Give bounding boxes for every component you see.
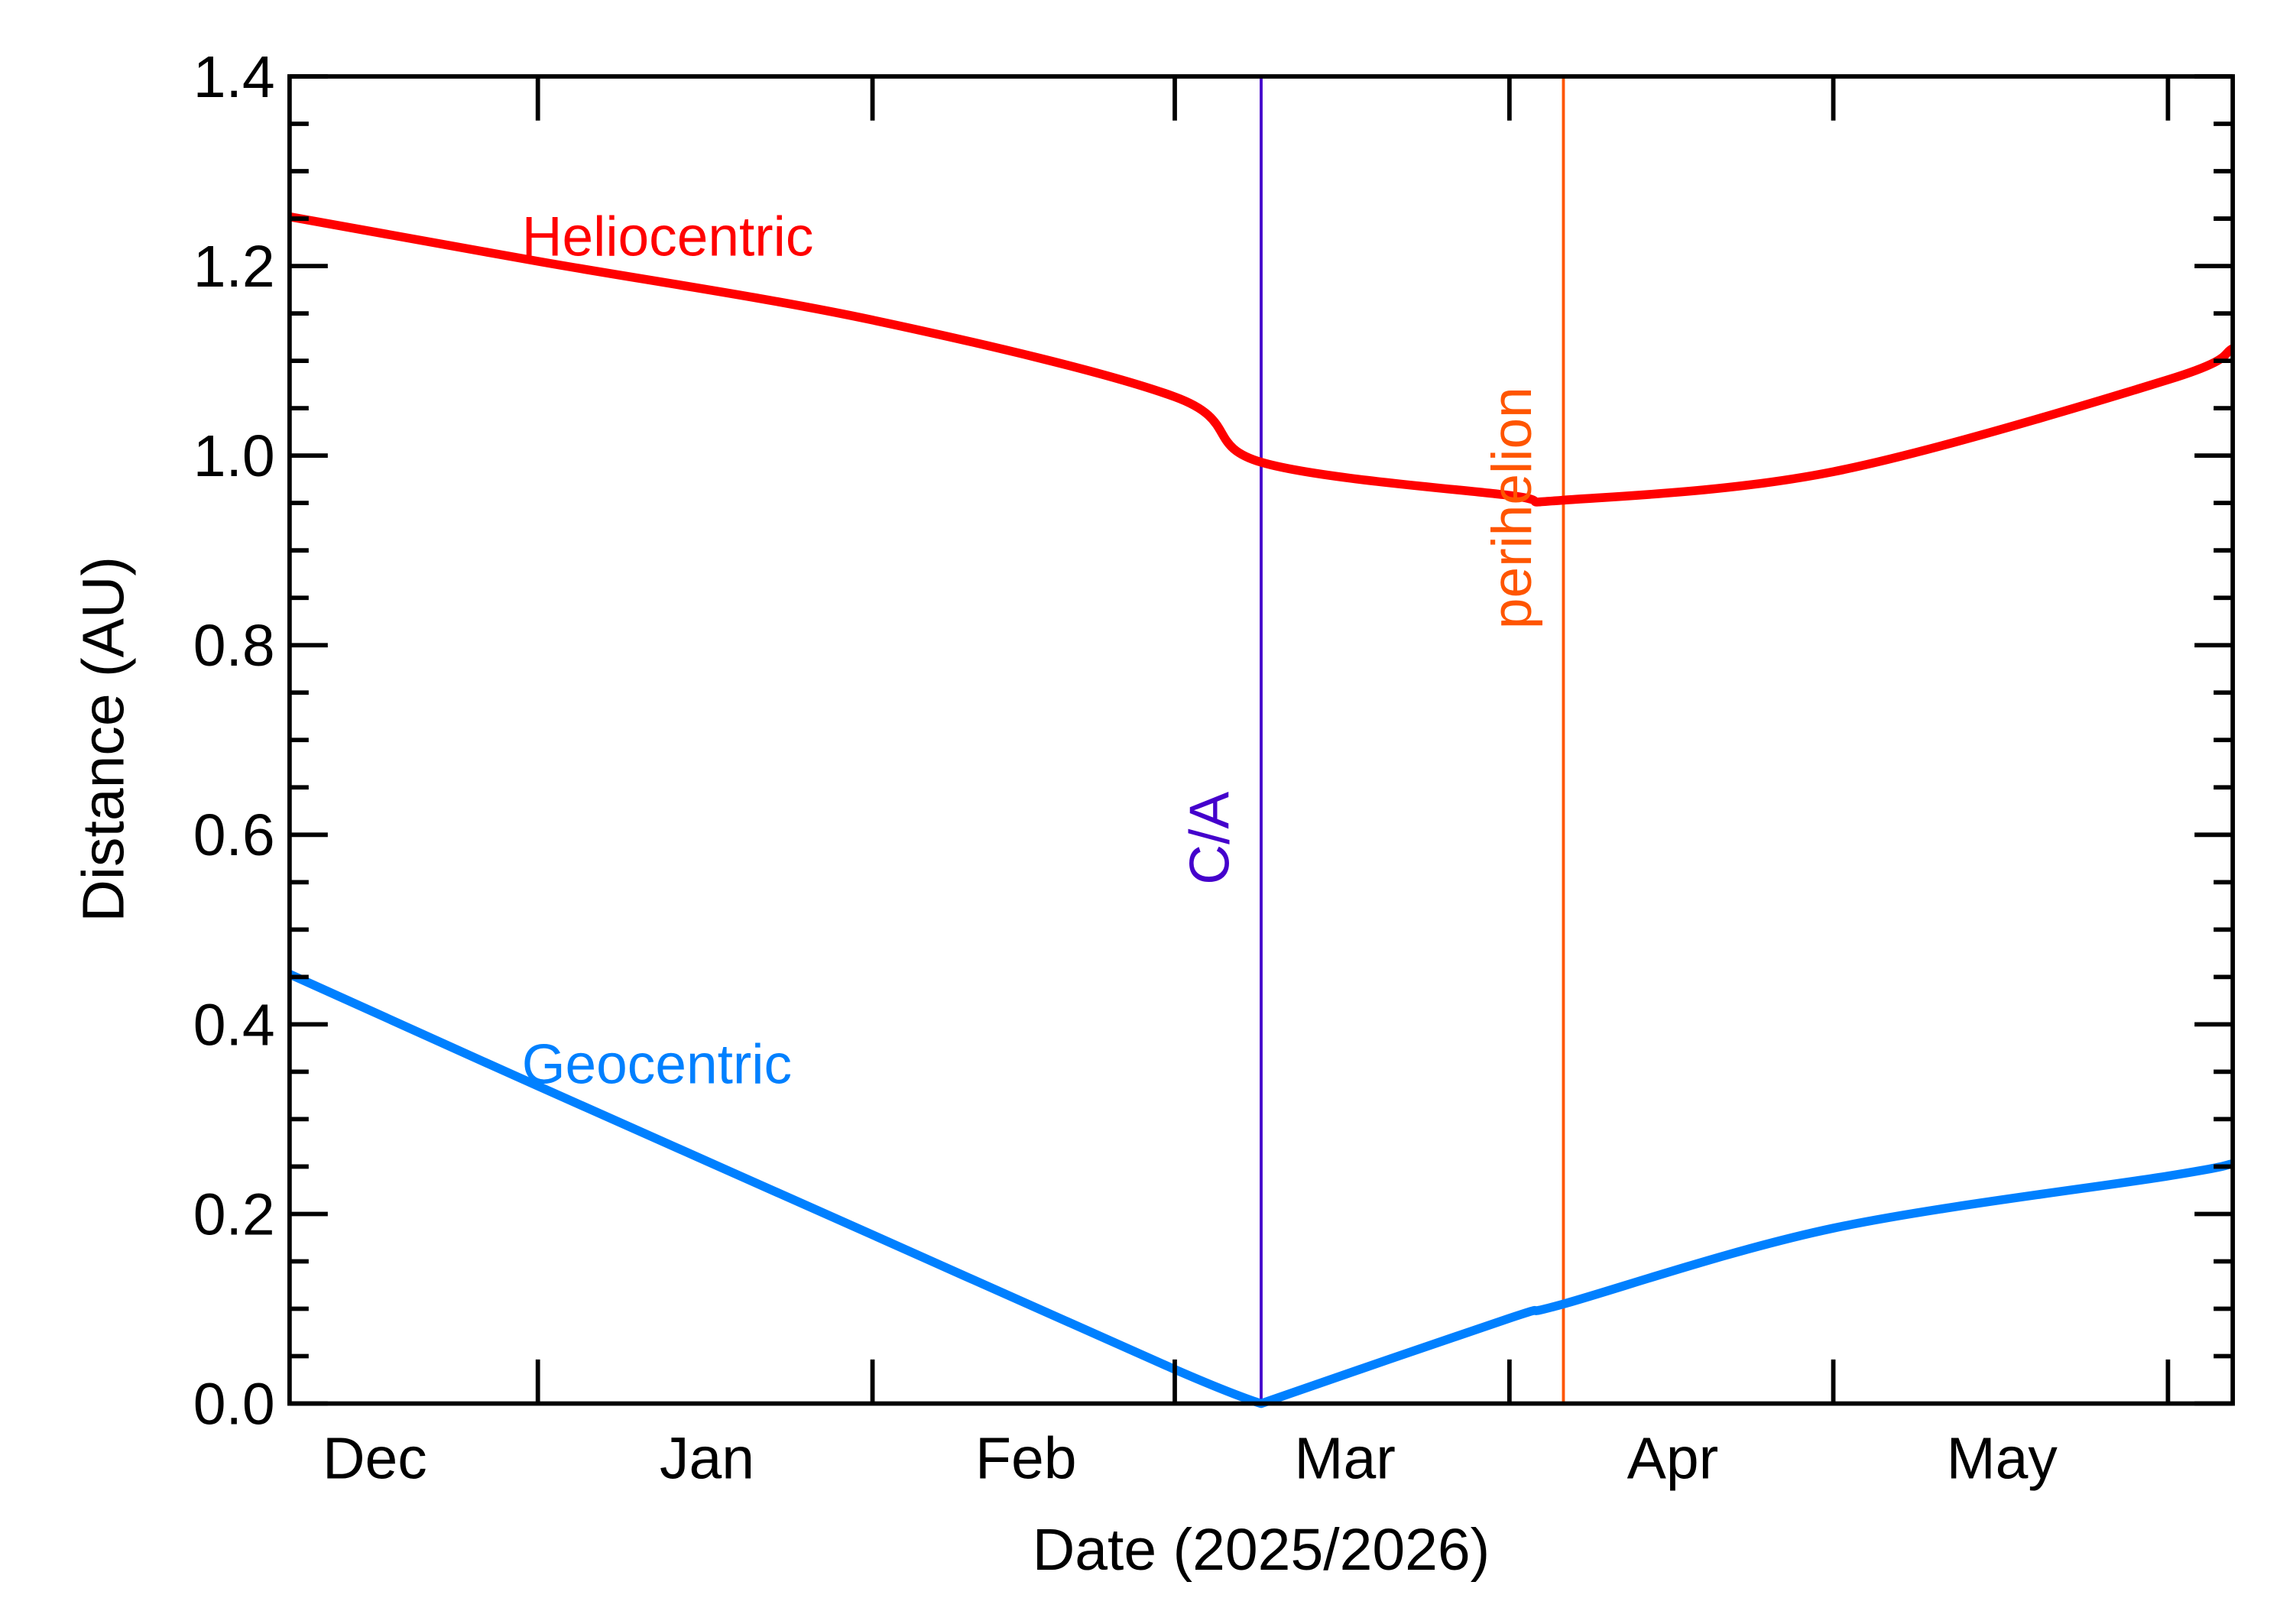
x-tick-label: Mar (1294, 1426, 1395, 1492)
y-tick-label: 1.0 (193, 423, 275, 489)
y-tick-label: 0.2 (193, 1182, 275, 1247)
series-label-geocentric: Geocentric (522, 1033, 792, 1095)
x-tick-label: Jan (660, 1426, 754, 1492)
labels-layer: 0.0 0.2 0.4 0.6 0.8 1.0 1.2 1.4 Dec Jan Feb Mar Apr M… (193, 44, 2058, 1492)
x-tick-label: Feb (975, 1426, 1077, 1492)
y-tick-label: 1.4 (193, 44, 275, 110)
y-tick-label: 0.0 (193, 1371, 275, 1437)
annotation-label-ca: C/A (1179, 792, 1241, 885)
series-line-geocentric (287, 970, 2234, 1408)
y-tick-label: 0.6 (193, 802, 275, 868)
y-tick-label: 0.8 (193, 613, 275, 679)
y-axis-label: Distance (AU) (71, 556, 137, 922)
y-tick-label: 1.2 (193, 234, 275, 300)
annotation-label-perihelion: perihelion (1481, 387, 1543, 629)
series-line-heliocentric (288, 212, 2236, 507)
plot-layer (287, 76, 2236, 1408)
plot-frame (287, 74, 2236, 1406)
x-tick-label: Apr (1627, 1426, 1719, 1492)
series-label-heliocentric: Heliocentric (522, 206, 814, 268)
x-tick-label: Dec (323, 1426, 427, 1492)
x-tick-label: May (1947, 1426, 2058, 1492)
y-tick-label: 0.4 (193, 992, 275, 1058)
x-axis-label: Date (2025/2026) (1033, 1517, 1490, 1583)
